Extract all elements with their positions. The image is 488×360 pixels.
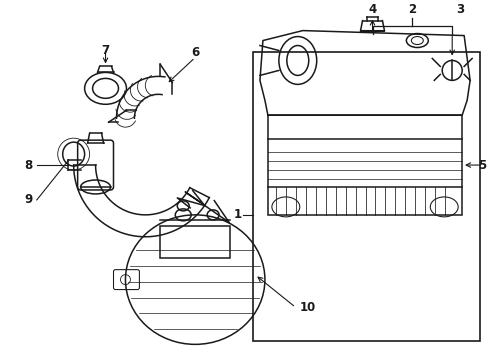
Text: 9: 9 xyxy=(25,193,33,206)
Text: 2: 2 xyxy=(407,3,416,16)
Text: 6: 6 xyxy=(191,46,199,59)
Text: 1: 1 xyxy=(233,208,242,221)
Text: 4: 4 xyxy=(367,3,376,16)
Text: 7: 7 xyxy=(102,44,109,57)
Bar xyxy=(267,115,461,215)
Bar xyxy=(160,226,229,258)
Bar xyxy=(252,53,479,341)
Text: 10: 10 xyxy=(299,301,315,314)
Text: 5: 5 xyxy=(477,158,485,172)
Text: 3: 3 xyxy=(455,3,463,16)
Text: 8: 8 xyxy=(25,158,33,172)
